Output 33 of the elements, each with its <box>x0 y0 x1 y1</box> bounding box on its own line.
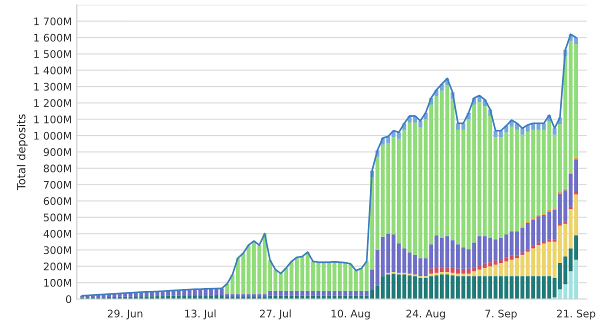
y-tick-label: 1 200M <box>34 99 71 108</box>
y-tick-label: 600M <box>44 197 71 206</box>
y-tick-label: 1 400M <box>34 66 71 74</box>
y-tick-label: 1 700M <box>34 17 71 26</box>
y-tick-label: 1 100M <box>34 115 71 124</box>
x-tick-label: 21. Sep <box>557 310 596 320</box>
line-series <box>81 33 577 297</box>
y-tick-label: 800M <box>44 164 71 172</box>
bar <box>526 249 530 252</box>
y-tick-label: 0 <box>66 295 72 304</box>
bar <box>531 246 536 248</box>
y-tick-label: 700M <box>44 180 71 189</box>
y-tick-label: 100M <box>44 278 71 287</box>
bar <box>574 192 578 194</box>
bar <box>552 128 557 135</box>
y-tick-label: 1 300M <box>34 82 71 91</box>
y-tick-label: 300M <box>44 246 71 254</box>
y-tick-label: 1 600M <box>34 34 71 42</box>
x-tick-label: 27. Jul <box>260 309 291 320</box>
x-tick-label: 7. Sep <box>485 310 517 320</box>
y-axis-title: Total deposits <box>16 114 28 190</box>
x-tick-label: 24. Aug <box>406 310 445 320</box>
y-tick-label: 400M <box>44 230 71 238</box>
x-tick-label: 29. Jun <box>108 310 142 320</box>
x-tick-label: 13. Jul <box>185 309 216 320</box>
x-tick-label: 10. Aug <box>332 310 370 320</box>
y-tick-label: 1 500M <box>34 50 71 58</box>
bar <box>520 252 524 255</box>
bar <box>568 206 573 210</box>
y-tick-label: 200M <box>44 262 71 270</box>
y-tick-label: 1 000M <box>34 132 71 140</box>
y-tick-label: 500M <box>44 214 71 222</box>
y-tick-label: 900M <box>44 148 71 156</box>
